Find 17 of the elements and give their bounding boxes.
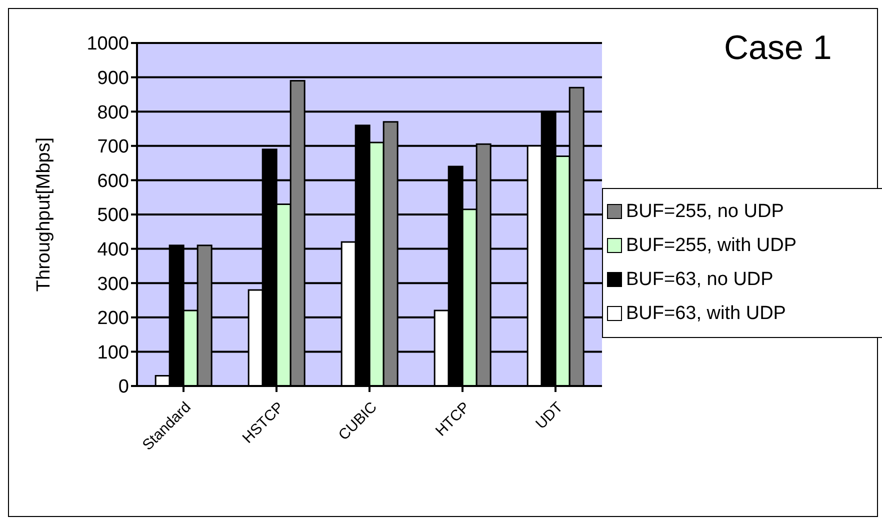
legend-label: BUF=63, with UDP: [626, 302, 786, 324]
legend-label: BUF=63, no UDP: [626, 268, 774, 290]
y-tick-label: 300: [97, 274, 129, 295]
y-tick-label: 400: [97, 240, 129, 261]
y-axis-title: Throughput[Mbps]: [34, 137, 55, 292]
y-tick-label: 100: [97, 342, 129, 364]
y-tick-label: 800: [97, 102, 129, 124]
y-tick-label: 600: [97, 170, 129, 192]
y-tick-label: 1000: [86, 34, 129, 55]
legend-label: BUF=255, no UDP: [626, 200, 784, 222]
text: Case 1: [724, 29, 832, 68]
y-tick-label: 0: [118, 376, 129, 398]
legend-label: BUF=255, with UDP: [626, 234, 797, 256]
y-tick-label: 200: [97, 308, 129, 330]
y-tick-label: 900: [97, 68, 129, 90]
y-tick-label: 500: [97, 205, 129, 226]
y-tick-label: 700: [97, 136, 129, 158]
